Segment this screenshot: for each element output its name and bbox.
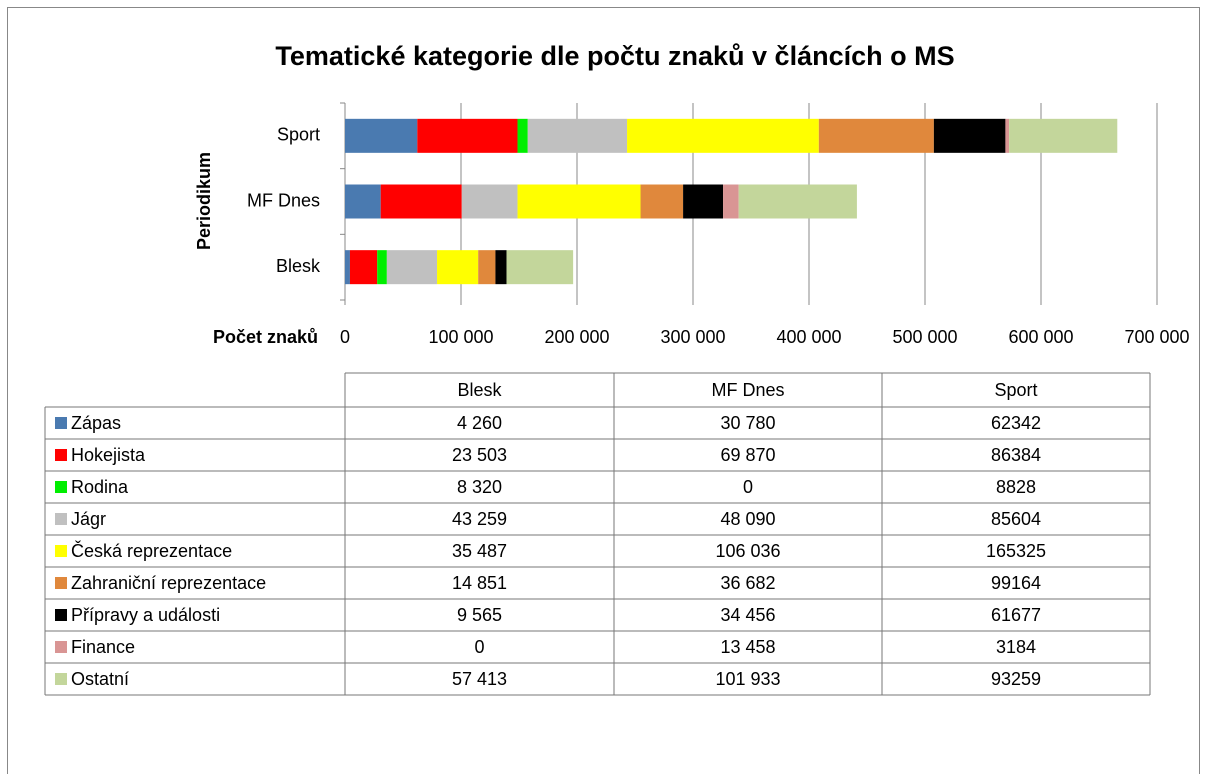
table-cell: 9 565 [457,605,502,625]
x-tick-label: 100 000 [428,327,493,347]
legend-label: Česká reprezentace [71,540,232,561]
table-header: MF Dnes [711,380,784,400]
table-cell: 61677 [991,605,1041,625]
table-cell: 3184 [996,637,1036,657]
table-cell: 85604 [991,509,1041,529]
y-tick-label: Sport [277,125,320,145]
table-cell: 36 682 [720,573,775,593]
legend-label: Zápas [71,413,121,433]
bar-segment [627,118,819,153]
bar-segment [683,184,724,219]
bar-segment [345,250,350,285]
legend-key [55,577,67,589]
x-tick-label: 600 000 [1008,327,1073,347]
bar-segment [818,118,934,153]
bar-segment [380,184,462,219]
table-cell: 165325 [986,541,1046,561]
bar-segment [495,250,507,285]
x-axis-title: Počet znaků [213,327,318,347]
bar-segment [345,118,418,153]
table-cell: 93259 [991,669,1041,689]
x-tick-label: 300 000 [660,327,725,347]
bar-segment [349,250,378,285]
table-cell: 106 036 [715,541,780,561]
table-cell: 48 090 [720,509,775,529]
bar-segment [640,184,684,219]
table-cell: 34 456 [720,605,775,625]
bar-segment [417,118,518,153]
bar-segment [478,250,496,285]
table-cell: 8828 [996,477,1036,497]
x-tick-label: 500 000 [892,327,957,347]
bar-segment [1005,118,1010,153]
table-cell: 14 851 [452,573,507,593]
table-cell: 8 320 [457,477,502,497]
legend-label: Ostatní [71,669,129,689]
table-header: Blesk [457,380,502,400]
x-tick-label: 200 000 [544,327,609,347]
table-cell: 86384 [991,445,1041,465]
x-tick-label: 700 000 [1124,327,1189,347]
legend-label: Jágr [71,509,106,529]
y-axis-title: Periodikum [194,152,214,250]
table-cell: 43 259 [452,509,507,529]
legend-key [55,545,67,557]
legend-label: Finance [71,637,135,657]
bar-segment [517,184,641,219]
legend-key [55,513,67,525]
legend-key [55,641,67,653]
table-cell: 57 413 [452,669,507,689]
table-cell: 23 503 [452,445,507,465]
legend-label: Zahraniční reprezentace [71,573,266,593]
table-cell: 69 870 [720,445,775,465]
table-cell: 0 [743,477,753,497]
x-tick-label: 0 [340,327,350,347]
table-header: Sport [994,380,1037,400]
bar-segment [738,184,857,219]
bar-segment [1009,118,1118,153]
legend-key [55,609,67,621]
table-cell: 4 260 [457,413,502,433]
legend-label: Přípravy a události [71,605,220,625]
table-cell: 30 780 [720,413,775,433]
bar-segment [461,184,518,219]
bar-segment [527,118,628,153]
legend-label: Hokejista [71,445,146,465]
legend-key [55,673,67,685]
table-cell: 13 458 [720,637,775,657]
table-cell: 62342 [991,413,1041,433]
legend-key [55,449,67,461]
table-cell: 99164 [991,573,1041,593]
y-tick-label: Blesk [276,256,321,276]
legend-key [55,481,67,493]
bar-segment [723,184,739,219]
legend-label: Rodina [71,477,129,497]
bar-segment [933,118,1006,153]
bar-segment [517,118,528,153]
chart-title: Tematické kategorie dle počtu znaků v čl… [275,41,954,71]
y-tick-label: MF Dnes [247,190,320,210]
bar-segment [377,250,387,285]
table-cell: 35 487 [452,541,507,561]
bar-segment [345,184,381,219]
table-cell: 0 [474,637,484,657]
bar-segment [506,250,574,285]
x-tick-label: 400 000 [776,327,841,347]
bar-segment [437,250,479,285]
bar-segment [386,250,438,285]
table-cell: 101 933 [715,669,780,689]
legend-key [55,417,67,429]
